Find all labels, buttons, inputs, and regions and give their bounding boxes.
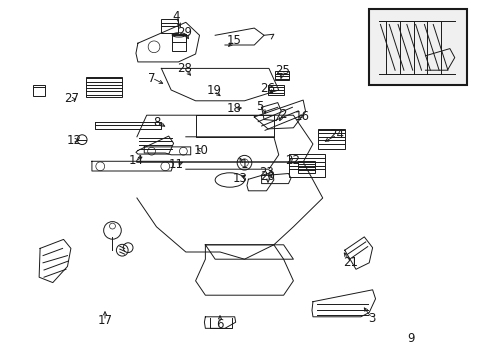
Text: 29: 29 <box>177 26 192 39</box>
Bar <box>85 77 122 97</box>
Bar <box>161 19 178 33</box>
Text: 27: 27 <box>64 93 80 105</box>
Text: 19: 19 <box>206 85 221 98</box>
Bar <box>317 129 344 149</box>
Text: 15: 15 <box>226 35 241 48</box>
FancyBboxPatch shape <box>368 9 466 85</box>
Text: 7: 7 <box>148 72 156 85</box>
Text: 8: 8 <box>153 116 161 129</box>
Text: 3: 3 <box>367 311 375 324</box>
Text: 16: 16 <box>294 109 309 122</box>
Bar <box>267 85 283 95</box>
Text: 1: 1 <box>240 158 247 171</box>
Text: 13: 13 <box>232 172 247 185</box>
Bar <box>274 71 288 80</box>
Text: 25: 25 <box>275 64 290 77</box>
Bar <box>33 85 45 96</box>
Text: 10: 10 <box>193 144 208 157</box>
Text: 24: 24 <box>329 129 344 141</box>
Text: 20: 20 <box>260 170 275 183</box>
Text: 5: 5 <box>256 99 263 112</box>
Text: 18: 18 <box>226 102 241 114</box>
Text: 17: 17 <box>97 315 112 328</box>
Bar <box>298 161 315 173</box>
Text: 23: 23 <box>259 166 274 180</box>
Bar <box>288 154 325 177</box>
Text: 21: 21 <box>343 256 358 269</box>
Text: 26: 26 <box>260 81 275 94</box>
Text: 2: 2 <box>279 108 286 121</box>
Text: 12: 12 <box>66 134 81 147</box>
Text: 14: 14 <box>128 154 143 167</box>
Text: 11: 11 <box>168 158 183 171</box>
Text: 9: 9 <box>407 332 414 345</box>
Bar <box>172 34 185 51</box>
Text: 6: 6 <box>216 318 224 330</box>
Text: 22: 22 <box>285 154 300 167</box>
Text: 28: 28 <box>177 63 192 76</box>
Text: 4: 4 <box>172 10 180 23</box>
